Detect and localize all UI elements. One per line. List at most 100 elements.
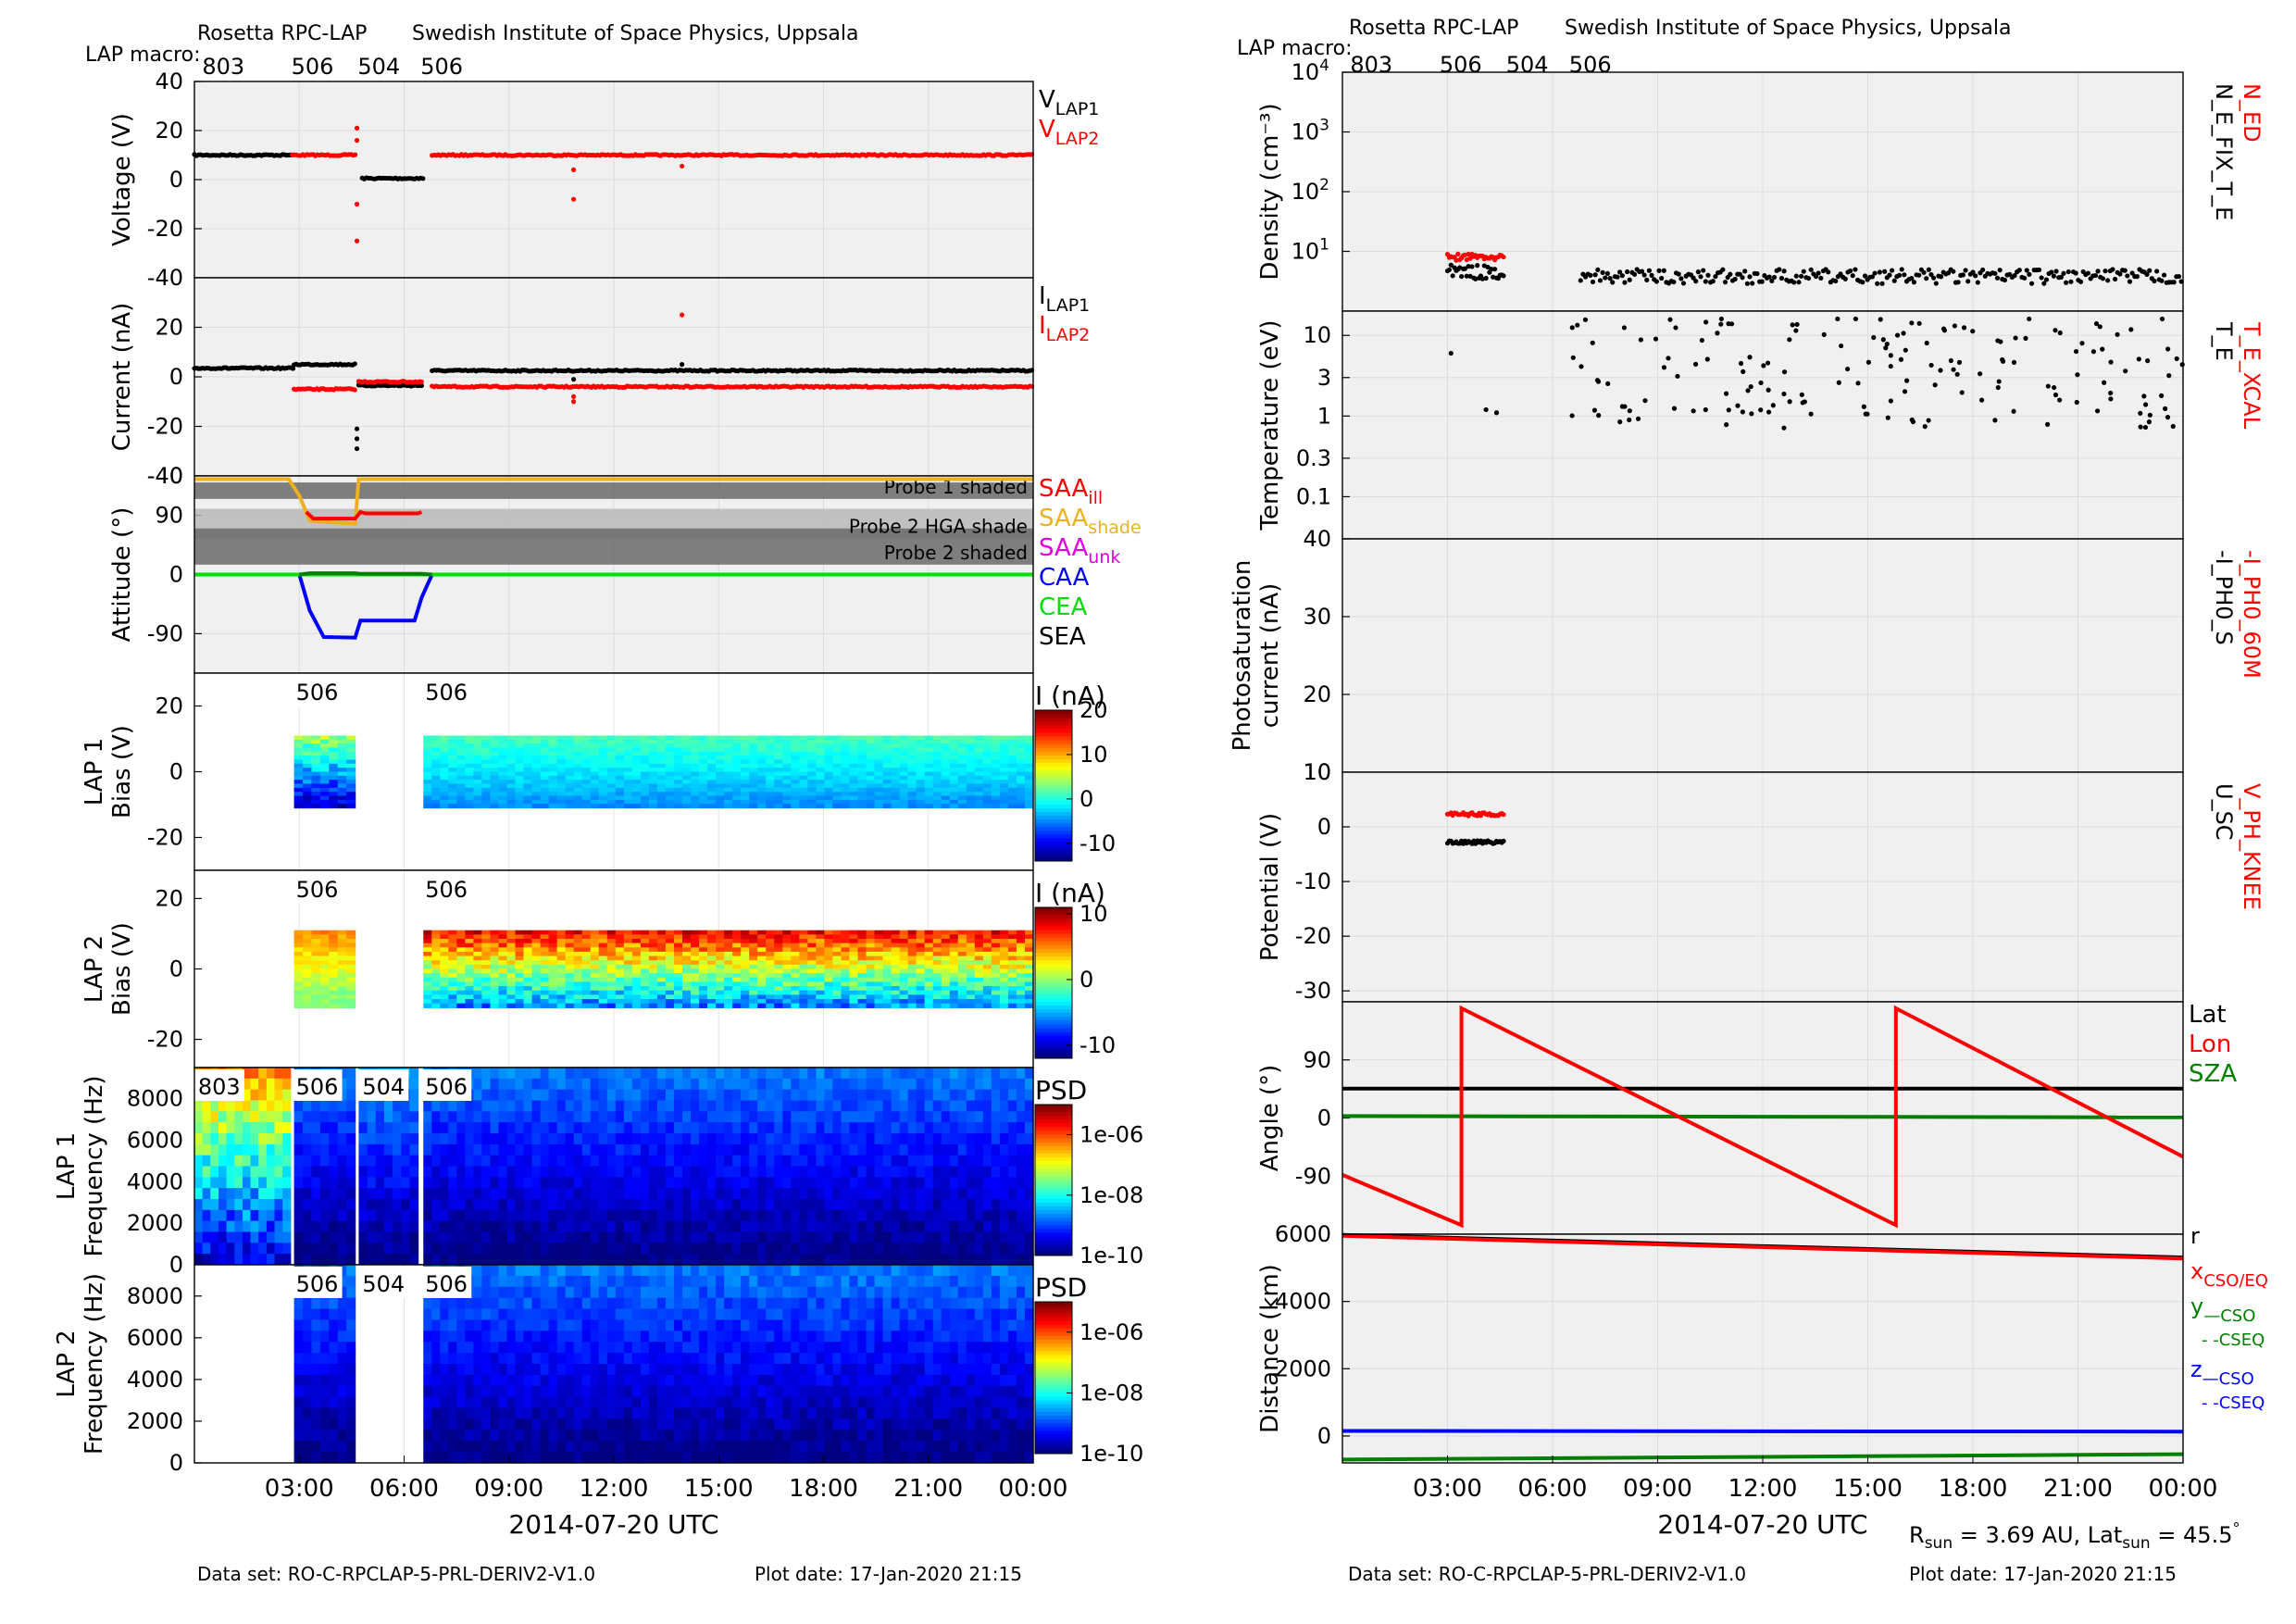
- heatmap-cell: [982, 804, 992, 809]
- heatmap-cell: [523, 756, 533, 761]
- heatmap-cell: [623, 934, 633, 940]
- heatmap-cell: [732, 780, 742, 785]
- heatmap-cell: [540, 956, 550, 961]
- heatmap-cell: [1024, 951, 1034, 957]
- heatmap-cell: [941, 960, 951, 966]
- heatmap-cell: [924, 739, 934, 744]
- heatmap-cell: [431, 1166, 441, 1178]
- heatmap-cell: [924, 994, 934, 1000]
- heatmap-cell: [515, 768, 525, 773]
- heatmap-cell: [210, 1188, 219, 1200]
- heatmap-cell: [329, 1111, 339, 1123]
- heatmap-cell: [907, 804, 917, 809]
- heatmap-cell: [857, 973, 867, 979]
- heatmap-cell: [682, 956, 692, 961]
- heatmap-cell: [991, 990, 1001, 995]
- heatmap-cell: [716, 934, 725, 940]
- data-point: [420, 176, 426, 181]
- heatmap-cell: [691, 986, 700, 992]
- heatmap-cell: [440, 735, 449, 741]
- heatmap-cell: [982, 1003, 992, 1008]
- heatmap-cell: [590, 986, 600, 992]
- heatmap-cell: [423, 735, 432, 741]
- heatmap-cell: [194, 1220, 204, 1233]
- heatmap-cell: [757, 804, 767, 809]
- heatmap-cell: [393, 1243, 402, 1255]
- heatmap-cell: [716, 756, 725, 761]
- heatmap-block: [293, 735, 356, 809]
- heatmap-cell: [640, 771, 650, 777]
- heatmap-cell: [329, 1100, 339, 1112]
- heatmap-cell: [932, 775, 942, 781]
- colorbar: I (nA)100-10: [1034, 878, 1116, 1059]
- y-tick-label: 0: [169, 956, 183, 982]
- heatmap-cell: [766, 763, 775, 768]
- y-tick-label: -40: [147, 463, 183, 489]
- heatmap-cell: [966, 783, 976, 789]
- heatmap-cell: [974, 743, 984, 749]
- heatmap-cell: [548, 999, 558, 1005]
- heatmap-cell: [882, 783, 892, 789]
- heatmap-cell: [949, 763, 959, 768]
- heatmap-cell: [849, 768, 859, 773]
- heatmap-cell: [774, 986, 783, 992]
- heatmap-cell: [242, 1133, 252, 1145]
- heatmap-cell: [832, 795, 842, 801]
- heatmap-cell: [1007, 783, 1017, 789]
- heatmap-cell: [832, 780, 842, 785]
- heatmap-cell: [573, 804, 583, 809]
- heatmap-cell: [548, 986, 558, 992]
- heatmap-cell: [431, 795, 441, 801]
- heatmap-cell: [699, 964, 708, 970]
- heatmap-cell: [866, 999, 876, 1005]
- heatmap-cell: [665, 780, 675, 785]
- heatmap-cell: [311, 964, 321, 970]
- heatmap-cell: [766, 964, 775, 970]
- heatmap-cell: [874, 1003, 884, 1008]
- heatmap-cell: [899, 938, 909, 944]
- heatmap-cell: [337, 943, 347, 948]
- heatmap-cell: [481, 1209, 492, 1222]
- heatmap-cell: [957, 990, 967, 995]
- heatmap-cell: [707, 783, 717, 789]
- heatmap-cell: [957, 934, 967, 940]
- heatmap-cell: [598, 973, 608, 979]
- heatmap-cell: [707, 739, 717, 744]
- heatmap-cell: [791, 768, 800, 773]
- heatmap-cell: [590, 795, 600, 801]
- heatmap-cell: [383, 1209, 393, 1222]
- heatmap-cell: [874, 938, 884, 944]
- heatmap-cell: [857, 756, 867, 761]
- heatmap-cell: [707, 804, 717, 809]
- heatmap-cell: [490, 1209, 500, 1222]
- heatmap-cell: [991, 739, 1001, 744]
- heatmap-cell: [498, 977, 508, 983]
- heatmap-cell: [648, 780, 658, 785]
- heatmap-cell: [423, 994, 432, 1000]
- heatmap-cell: [957, 973, 967, 979]
- heatmap-cell: [874, 759, 884, 765]
- heatmap-cell: [1007, 759, 1017, 765]
- heatmap-cell: [623, 739, 633, 744]
- heatmap-cell: [916, 780, 926, 785]
- heatmap-cell: [565, 768, 575, 773]
- heatmap-cell: [615, 751, 625, 756]
- heatmap-cell: [490, 981, 500, 987]
- heatmap-cell: [974, 951, 984, 957]
- heatmap-cell: [899, 947, 909, 953]
- data-point: [418, 379, 424, 385]
- heatmap-cell: [707, 799, 717, 805]
- heatmap-cell: [242, 1100, 252, 1112]
- heatmap-cell: [409, 1243, 419, 1255]
- heatmap-cell: [1016, 930, 1026, 935]
- heatmap-cell: [899, 951, 909, 957]
- heatmap-cell: [924, 792, 934, 797]
- heatmap-cell: [523, 1003, 533, 1008]
- heatmap-cell: [226, 1122, 235, 1134]
- heatmap-cell: [573, 768, 583, 773]
- heatmap-cell: [598, 759, 608, 765]
- heatmap-cell: [866, 759, 876, 765]
- heatmap-cell: [999, 743, 1009, 749]
- heatmap-cell: [991, 930, 1001, 935]
- heatmap-cell: [1016, 968, 1026, 974]
